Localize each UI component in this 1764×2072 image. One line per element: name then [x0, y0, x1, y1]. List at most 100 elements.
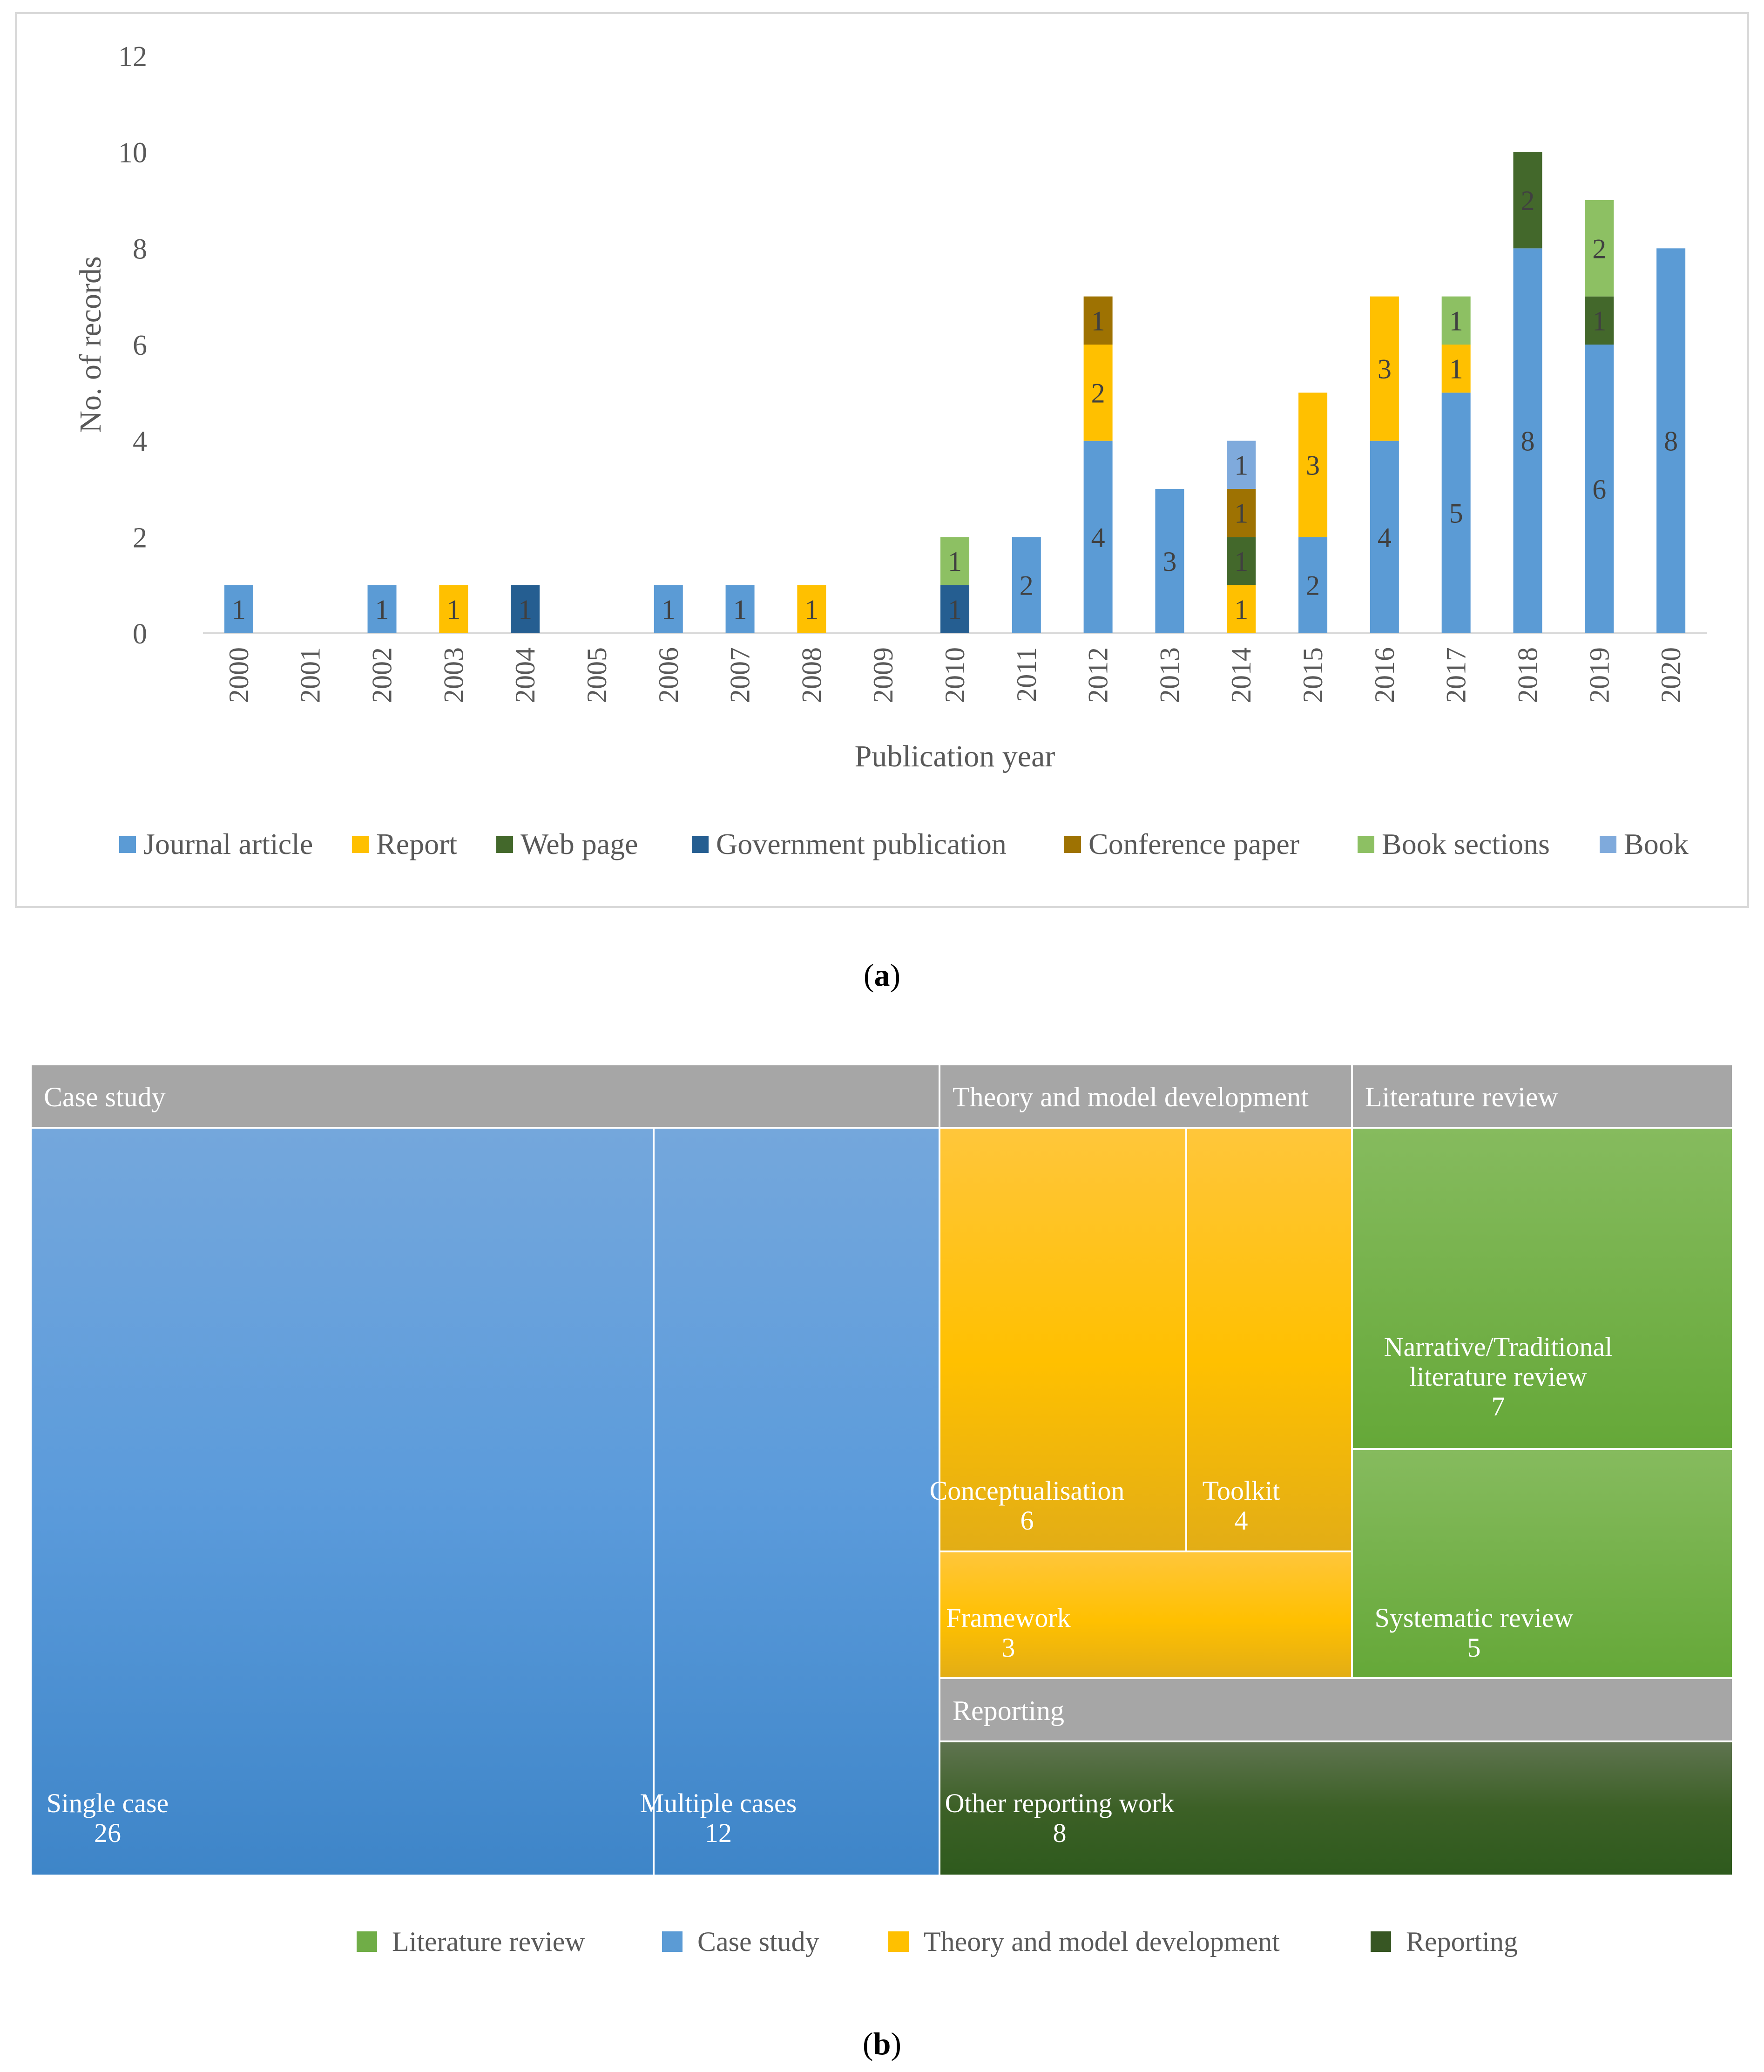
bar-segment	[1585, 345, 1614, 633]
legend-swatch	[1358, 836, 1374, 853]
caption-b: (b)	[862, 2026, 902, 2061]
legend-swatch	[1371, 1931, 1391, 1952]
legend-swatch	[692, 836, 709, 853]
caption-a-label: a	[874, 957, 890, 993]
data-label: 1	[1234, 546, 1248, 577]
bar-segment	[1227, 537, 1256, 585]
bar-segment	[1227, 585, 1256, 633]
treemap-leaf-label: Multiple cases	[640, 1788, 797, 1818]
legend-item: Journal article	[143, 827, 313, 860]
x-tick-label: 2007	[725, 647, 756, 703]
data-label: 3	[1378, 354, 1392, 385]
x-tick-label: 2019	[1584, 647, 1615, 703]
y-tick-label: 10	[118, 137, 147, 169]
chart-a-frame: 0 2 4 6 8 10 12 1 2000 2001 1 2002 1 2003 1 2004 2005 1 20…	[15, 12, 1749, 908]
data-label: 2	[1091, 378, 1105, 408]
y-tick-label: 12	[118, 41, 147, 73]
bar-segment	[1370, 440, 1399, 633]
treemap-group-header	[939, 1064, 1353, 1129]
bar-segment	[367, 585, 397, 633]
data-label: 1	[733, 594, 747, 625]
treemap-leaf-label: Toolkit	[1203, 1476, 1280, 1506]
bar-segment	[1513, 152, 1542, 249]
x-tick-label: 2014	[1226, 647, 1257, 703]
legend-item: Reporting	[1406, 1926, 1518, 1957]
bar-segment	[1441, 296, 1471, 345]
x-tick-label: 2016	[1369, 647, 1400, 703]
bar-segment	[511, 585, 540, 633]
x-tick-label: 2011	[1011, 647, 1042, 702]
bar-segment	[1656, 248, 1686, 633]
x-tick-label: 2008	[796, 647, 827, 703]
x-tick-label: 2015	[1298, 647, 1328, 703]
x-tick-label: 2000	[223, 647, 254, 703]
legend-swatch	[888, 1931, 909, 1952]
treemap-leaf	[939, 1127, 1187, 1552]
legend-item: Theory and model development	[924, 1926, 1280, 1957]
treemap-leaf-label: literature review	[1409, 1361, 1587, 1392]
bar-segment	[439, 585, 468, 633]
x-tick-label: 2009	[868, 647, 899, 703]
treemap-group-label: Literature review	[1365, 1082, 1558, 1112]
data-label: 8	[1664, 426, 1678, 457]
data-label: 1	[1234, 498, 1248, 529]
bar-segment	[1585, 296, 1614, 345]
x-tick-label: 2002	[367, 647, 398, 703]
legend-swatch	[662, 1931, 683, 1952]
treemap-leaf	[1185, 1127, 1353, 1552]
treemap-leaf-value: 4	[1235, 1505, 1248, 1536]
caption-b-label: b	[873, 2026, 891, 2061]
y-tick-label: 4	[133, 426, 147, 458]
data-label: 3	[1306, 450, 1320, 481]
bar-segment	[1513, 248, 1542, 633]
x-axis-title: Publication year	[855, 739, 1055, 773]
x-tick-label: 2001	[295, 647, 326, 703]
data-label: 5	[1449, 498, 1463, 529]
y-tick-label: 6	[133, 330, 147, 361]
x-tick-label: 2017	[1441, 647, 1472, 703]
treemap-leaf-value: 8	[1053, 1818, 1067, 1848]
treemap-leaf-value: 5	[1467, 1632, 1481, 1663]
treemap-leaf	[939, 1740, 1734, 1876]
data-label: 4	[1378, 522, 1392, 553]
data-label: 1	[948, 546, 962, 577]
data-label: 1	[1091, 305, 1105, 336]
data-label: 2	[1521, 185, 1534, 216]
bar-segment	[1012, 537, 1041, 633]
data-label: 1	[804, 594, 818, 625]
treemap-leaf-label: Narrative/Traditional	[1384, 1332, 1613, 1362]
caption-a: (a)	[863, 957, 901, 993]
data-label: 1	[1234, 594, 1248, 625]
x-tick-label: 2012	[1083, 647, 1114, 703]
bar-segment	[1441, 345, 1471, 393]
legend-item: Web page	[520, 827, 638, 860]
data-label: 1	[1449, 305, 1463, 336]
data-label: 1	[1449, 354, 1463, 385]
data-label: 1	[662, 594, 676, 625]
treemap-leaf-value: 26	[94, 1818, 121, 1848]
treemap-leaf-label: Other reporting work	[945, 1788, 1175, 1818]
bar-segment	[940, 537, 969, 585]
treemap-leaf	[939, 1551, 1353, 1679]
treemap-leaf-value: 12	[705, 1818, 732, 1848]
legend-swatch	[352, 836, 369, 853]
treemap-leaf-label: Single case	[47, 1788, 169, 1818]
legend-item: Book sections	[1382, 827, 1550, 860]
treemap-leaf-value: 7	[1492, 1391, 1505, 1422]
treemap-leaf	[1351, 1448, 1734, 1679]
treemap-leaf-label: Framework	[946, 1603, 1070, 1633]
data-label: 2	[1306, 570, 1320, 601]
bar-segment	[1083, 296, 1113, 345]
legend-swatch	[357, 1931, 377, 1952]
legend-item: Government publication	[716, 827, 1007, 860]
bar-segment	[1585, 200, 1614, 297]
treemap-leaf-label: Conceptualisation	[930, 1476, 1125, 1506]
treemap-leaf-label: Systematic review	[1375, 1603, 1574, 1633]
data-label: 1	[375, 594, 389, 625]
bar-segment	[1083, 345, 1113, 441]
bar-segment	[1083, 440, 1113, 633]
treemap-group-header	[31, 1064, 940, 1129]
y-axis-title: No. of records	[74, 256, 108, 433]
data-label: 8	[1521, 426, 1534, 457]
